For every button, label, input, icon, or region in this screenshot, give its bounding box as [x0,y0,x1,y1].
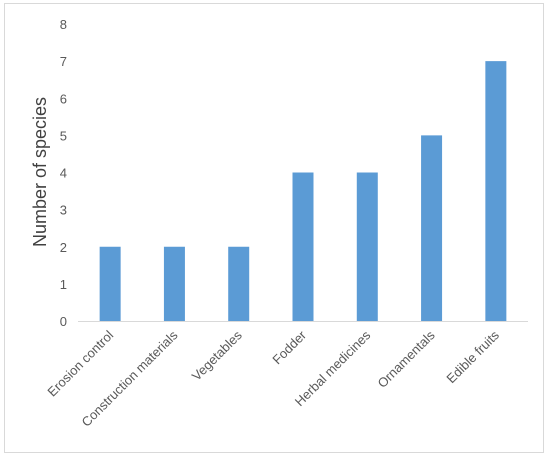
y-tick-label: 4 [60,166,67,181]
y-tick-label: 3 [60,203,67,218]
bar [228,246,250,321]
y-tick-label: 1 [60,277,67,292]
x-tick-label: Ornamentals [374,327,438,391]
x-tick-label: Erosion control [44,327,116,399]
x-tick-label: Edible fruits [443,327,502,386]
y-tick-label: 7 [60,54,67,69]
chart-frame [4,3,544,453]
y-axis-ticks: 0 1 2 3 4 5 6 7 8 [60,17,67,329]
x-tick-label: Fodder [269,327,309,367]
y-axis-label: Number of species [30,97,50,247]
bar [356,172,378,321]
x-tick-label: Vegetables [189,327,245,383]
bar [292,172,314,321]
bars [99,61,507,321]
y-tick-label: 6 [60,91,67,106]
y-tick-label: 8 [60,17,67,32]
bar [99,246,121,321]
bar [485,61,507,321]
y-tick-label: 5 [60,128,67,143]
bar [421,135,443,321]
y-tick-label: 2 [60,240,67,255]
y-tick-label: 0 [60,314,67,329]
bar [163,246,185,321]
